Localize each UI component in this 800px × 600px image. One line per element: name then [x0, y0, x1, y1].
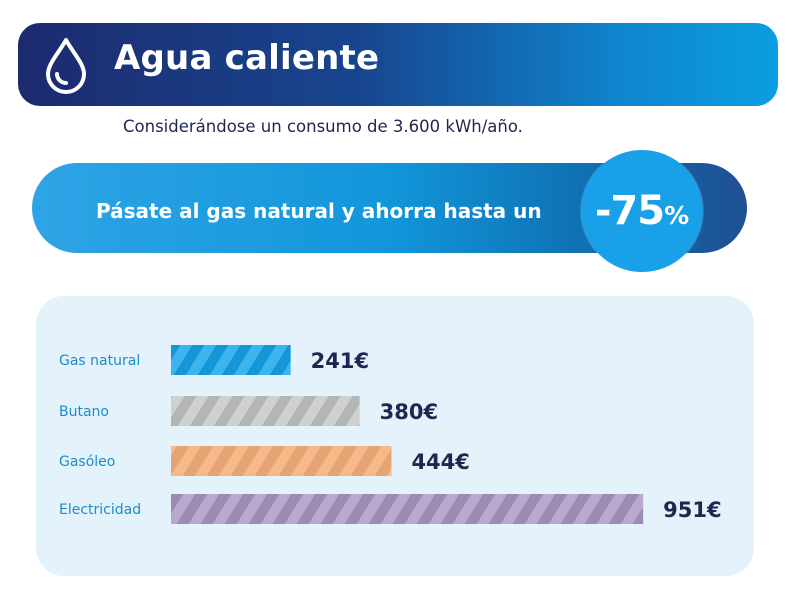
bar-category-label: Gasóleo — [59, 454, 115, 470]
percent-sign: % — [664, 201, 690, 230]
header-bar — [18, 23, 778, 106]
bar-value-label: 951€ — [663, 498, 721, 522]
savings-badge-text: -75% — [581, 188, 703, 234]
page-title: Agua caliente — [114, 38, 380, 78]
savings-percentage: -75 — [594, 188, 665, 234]
water-drop-icon — [46, 38, 86, 94]
chart-panel — [36, 296, 754, 576]
bar-value-label: 241€ — [311, 349, 369, 373]
bar-electricidad — [171, 494, 644, 524]
promo-text: Pásate al gas natural y ahorra hasta un — [96, 199, 542, 223]
savings-badge: -75% — [581, 150, 703, 272]
bar-gasóleo — [171, 446, 392, 476]
bar-value-label: 444€ — [411, 450, 469, 474]
bar-gas-natural — [171, 345, 291, 375]
bar-category-label: Butano — [59, 404, 109, 420]
bar-butano — [171, 396, 360, 426]
bar-category-label: Gas natural — [59, 353, 140, 369]
bar-value-label: 380€ — [380, 400, 438, 424]
bar-category-label: Electricidad — [59, 502, 141, 518]
consumption-note: Considerándose un consumo de 3.600 kWh/a… — [123, 117, 523, 136]
